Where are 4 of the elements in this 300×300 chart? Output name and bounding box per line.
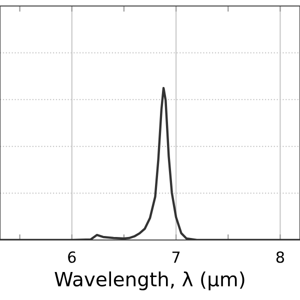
x-tick-label: 7 [172,252,180,263]
x-axis-title: Wavelength, λ (µm) [54,271,244,290]
x-tick-label: 8 [276,251,284,263]
x-tick-label: 6 [68,251,76,263]
